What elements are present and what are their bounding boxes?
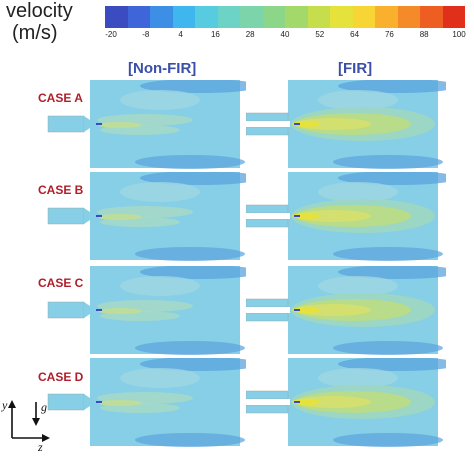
colorbar-tick-label: -8 (142, 30, 150, 39)
colorbar-segment (307, 6, 330, 28)
case-a-label: CASE A (38, 91, 83, 105)
colorbar-segment (420, 6, 443, 28)
fir-contour-case-c (246, 266, 446, 355)
legend-title-line1: velocity (6, 0, 73, 22)
case-d-label: CASE D (38, 370, 84, 384)
case-c-label: CASE C (38, 276, 84, 290)
fir-contour-case-a (246, 80, 446, 169)
legend-title-line2: (m/s) (12, 22, 58, 44)
colorbar-tick-label: -20 (105, 30, 117, 39)
case-b-label: CASE B (38, 183, 84, 197)
colorbar-segment (352, 6, 375, 28)
non-fir-contour-case-a (47, 80, 246, 169)
axis-label-y: y (2, 398, 8, 412)
legend-title: velocity (m/s) (6, 0, 73, 44)
colorbar-tick-label: 4 (178, 30, 183, 39)
colorbar-tick-label: 100 (452, 30, 466, 39)
colorbar-tick-label: 64 (350, 30, 360, 39)
colorbar-segment (172, 6, 195, 28)
fir-contour-case-b (246, 172, 446, 261)
colorbar-ticks: -20 -8 4 16 28 40 52 64 76 88 100 (105, 30, 465, 42)
colorbar-segment (217, 6, 240, 28)
colorbar-segment (285, 6, 308, 28)
colorbar-segment (105, 6, 128, 28)
fir-contour-case-d (246, 358, 446, 447)
colorbar (105, 6, 465, 28)
colorbar-tick-label: 76 (384, 30, 394, 39)
colorbar-tick-label: 88 (419, 30, 429, 39)
colorbar-segment (442, 6, 465, 28)
axis-label-z: z (38, 440, 43, 454)
colorbar-segment (375, 6, 398, 28)
colorbar-tick-label: 28 (245, 30, 255, 39)
colorbar-segment (330, 6, 353, 28)
column-header-fir: [FIR] (338, 60, 373, 77)
non-fir-contour-case-c (47, 266, 246, 355)
colorbar-segment (262, 6, 285, 28)
non-fir-contour-case-b (47, 172, 246, 261)
coordinate-axes: y g z (0, 392, 60, 454)
colorbar-tick-label: 52 (315, 30, 325, 39)
colorbar-segment (127, 6, 150, 28)
non-fir-contour-case-d (47, 358, 246, 447)
colorbar-tick-label: 40 (280, 30, 290, 39)
axes-arrows-icon (8, 400, 50, 442)
colorbar-segment (397, 6, 420, 28)
colorbar-segment (150, 6, 173, 28)
colorbar-tick-label: 16 (210, 30, 220, 39)
colorbar-segment (195, 6, 218, 28)
colorbar-segment (240, 6, 263, 28)
column-header-non-fir: [Non-FIR] (128, 60, 197, 77)
axis-label-g: g (41, 400, 47, 414)
